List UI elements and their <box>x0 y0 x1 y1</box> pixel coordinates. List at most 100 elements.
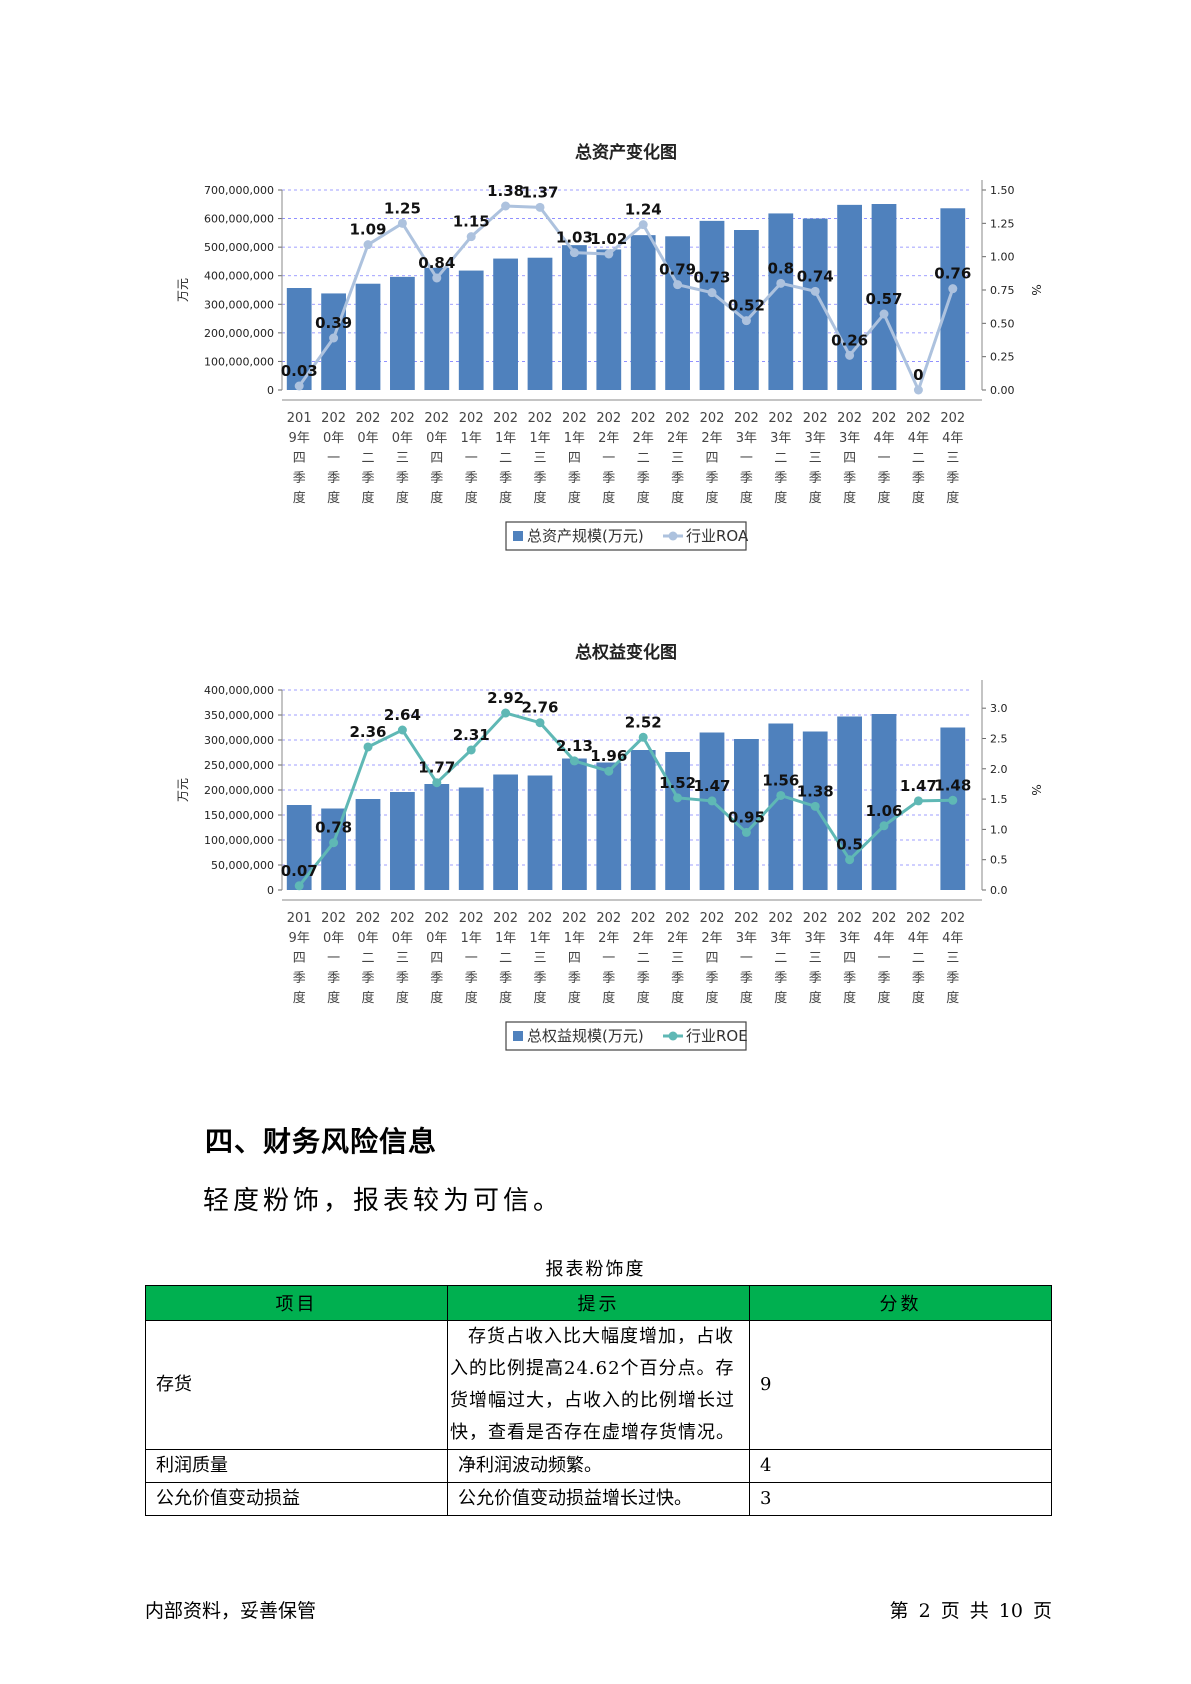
data-label: 0 <box>913 366 923 384</box>
x-category-line: 季 <box>465 971 478 986</box>
x-category-line: 三 <box>533 951 546 966</box>
x-category-line: 201 <box>287 911 312 926</box>
y2-tick-label: 0.25 <box>990 351 1015 364</box>
bar <box>699 220 725 390</box>
x-category-line: 202 <box>665 911 690 926</box>
y2-tick-label: 1.5 <box>990 793 1008 806</box>
x-category-line: 二 <box>912 951 925 966</box>
x-category-label: 202 2年三季度 <box>665 911 690 1006</box>
x-category-line: 季 <box>740 471 753 486</box>
data-label: 1.02 <box>590 230 627 248</box>
legend-bar-label: 总权益规模(万元) <box>527 1027 644 1045</box>
data-label: 1.77 <box>418 759 455 777</box>
x-category-line: 202 <box>906 911 931 926</box>
line-series <box>298 711 953 887</box>
x-category-line: 202 <box>459 911 484 926</box>
x-category-line: 度 <box>533 990 546 1006</box>
x-category-line: 3年 <box>770 931 791 946</box>
x-category-line: 一 <box>740 951 753 966</box>
line-point <box>466 745 476 755</box>
legend-box <box>505 521 747 551</box>
y-tick-label: 400,000,000 <box>204 684 274 697</box>
bar <box>562 245 587 390</box>
x-category-line: 202 <box>424 411 449 426</box>
x-category-line: 202 <box>528 911 553 926</box>
x-category-line: 202 <box>631 911 656 926</box>
x-category-line: 202 <box>596 911 621 926</box>
x-category-line: 度 <box>361 490 374 506</box>
x-category-label: 202 0年三季度 <box>390 911 415 1006</box>
x-category-line: 度 <box>293 490 306 506</box>
chart-title: 总权益变化图 <box>575 642 677 663</box>
y2-tick-label: 3.0 <box>990 702 1008 715</box>
line-point <box>501 708 511 718</box>
x-category-line: 1年 <box>529 931 550 946</box>
section-heading: 四、财务风险信息 <box>205 1125 438 1158</box>
x-category-line: 3年 <box>839 931 860 946</box>
x-category-line: 202 <box>940 411 965 426</box>
x-category-line: 季 <box>877 971 890 986</box>
row-item: 公允价值变动损益 <box>145 1482 448 1516</box>
bar <box>355 283 381 390</box>
x-category-label: 202 0年二季度 <box>356 911 381 1006</box>
x-category-label: 202 1年二季度 <box>493 411 518 506</box>
footer-page-number: 第 2 页 共 10 页 <box>889 1600 1052 1622</box>
x-category-line: 季 <box>361 971 374 986</box>
chart-title: 总资产变化图 <box>575 142 677 163</box>
y-axis-label: 万元 <box>176 778 190 802</box>
y-tick-label: 300,000,000 <box>204 298 274 311</box>
data-label: 0.76 <box>934 265 971 283</box>
x-category-line: 季 <box>430 471 443 486</box>
y-tick-label: 500,000,000 <box>204 241 274 254</box>
data-label: 1.38 <box>797 782 834 800</box>
x-category-line: 季 <box>293 971 306 986</box>
line-point <box>673 793 683 803</box>
x-category-line: 1年 <box>529 431 550 446</box>
x-category-label: 202 0年一季度 <box>321 911 346 1006</box>
y2-tick-label: 1.00 <box>990 251 1015 264</box>
data-label: 0.95 <box>728 808 765 826</box>
x-category-line: 季 <box>946 471 959 486</box>
bar <box>871 204 897 390</box>
x-category-line: 度 <box>740 990 753 1006</box>
data-label: 1.52 <box>659 774 696 792</box>
x-category-label: 202 1年三季度 <box>528 911 553 1006</box>
data-label: 2.36 <box>349 723 386 741</box>
x-category-line: 季 <box>533 471 546 486</box>
data-label: 0.57 <box>865 290 902 308</box>
y2-axis-label: % <box>1029 284 1043 295</box>
x-category-line: 度 <box>637 990 650 1006</box>
x-category-line: 202 <box>562 911 587 926</box>
x-category-label: 202 3年三季度 <box>803 411 828 506</box>
table-row: 存货 存货占收入比大幅度增加，占收入的比例提高24.62个百分点。存货增幅过大，… <box>145 1320 1052 1450</box>
x-category-line: 季 <box>705 471 718 486</box>
x-category-line: 度 <box>740 490 753 506</box>
line-point <box>432 273 442 283</box>
x-category-line: 一 <box>465 451 478 466</box>
bar <box>699 732 725 890</box>
bar <box>837 204 862 390</box>
x-category-line: 三 <box>809 451 822 466</box>
x-category-line: 度 <box>774 490 787 506</box>
x-category-line: 季 <box>843 971 856 986</box>
bar <box>355 799 381 890</box>
line-point <box>501 201 511 211</box>
x-category-line: 202 <box>700 911 725 926</box>
line-point <box>569 756 579 766</box>
x-category-line: 度 <box>877 990 890 1006</box>
x-category-line: 季 <box>809 471 822 486</box>
legend-bar-label: 总资产规模(万元) <box>527 527 644 545</box>
x-category-line: 度 <box>671 490 684 506</box>
line-point <box>810 801 820 811</box>
line-point <box>845 350 855 360</box>
x-category-line: 0年 <box>357 931 378 946</box>
x-category-line: 度 <box>327 990 340 1006</box>
x-category-line: 三 <box>671 451 684 466</box>
x-category-line: 一 <box>327 951 340 966</box>
y2-tick-label: 0.75 <box>990 284 1015 297</box>
bar <box>768 213 794 390</box>
x-category-label: 202 3年一季度 <box>734 411 759 506</box>
row-item: 利润质量 <box>145 1449 448 1483</box>
x-category-label: 202 1年四季度 <box>562 911 587 1006</box>
x-category-line: 202 <box>493 911 518 926</box>
